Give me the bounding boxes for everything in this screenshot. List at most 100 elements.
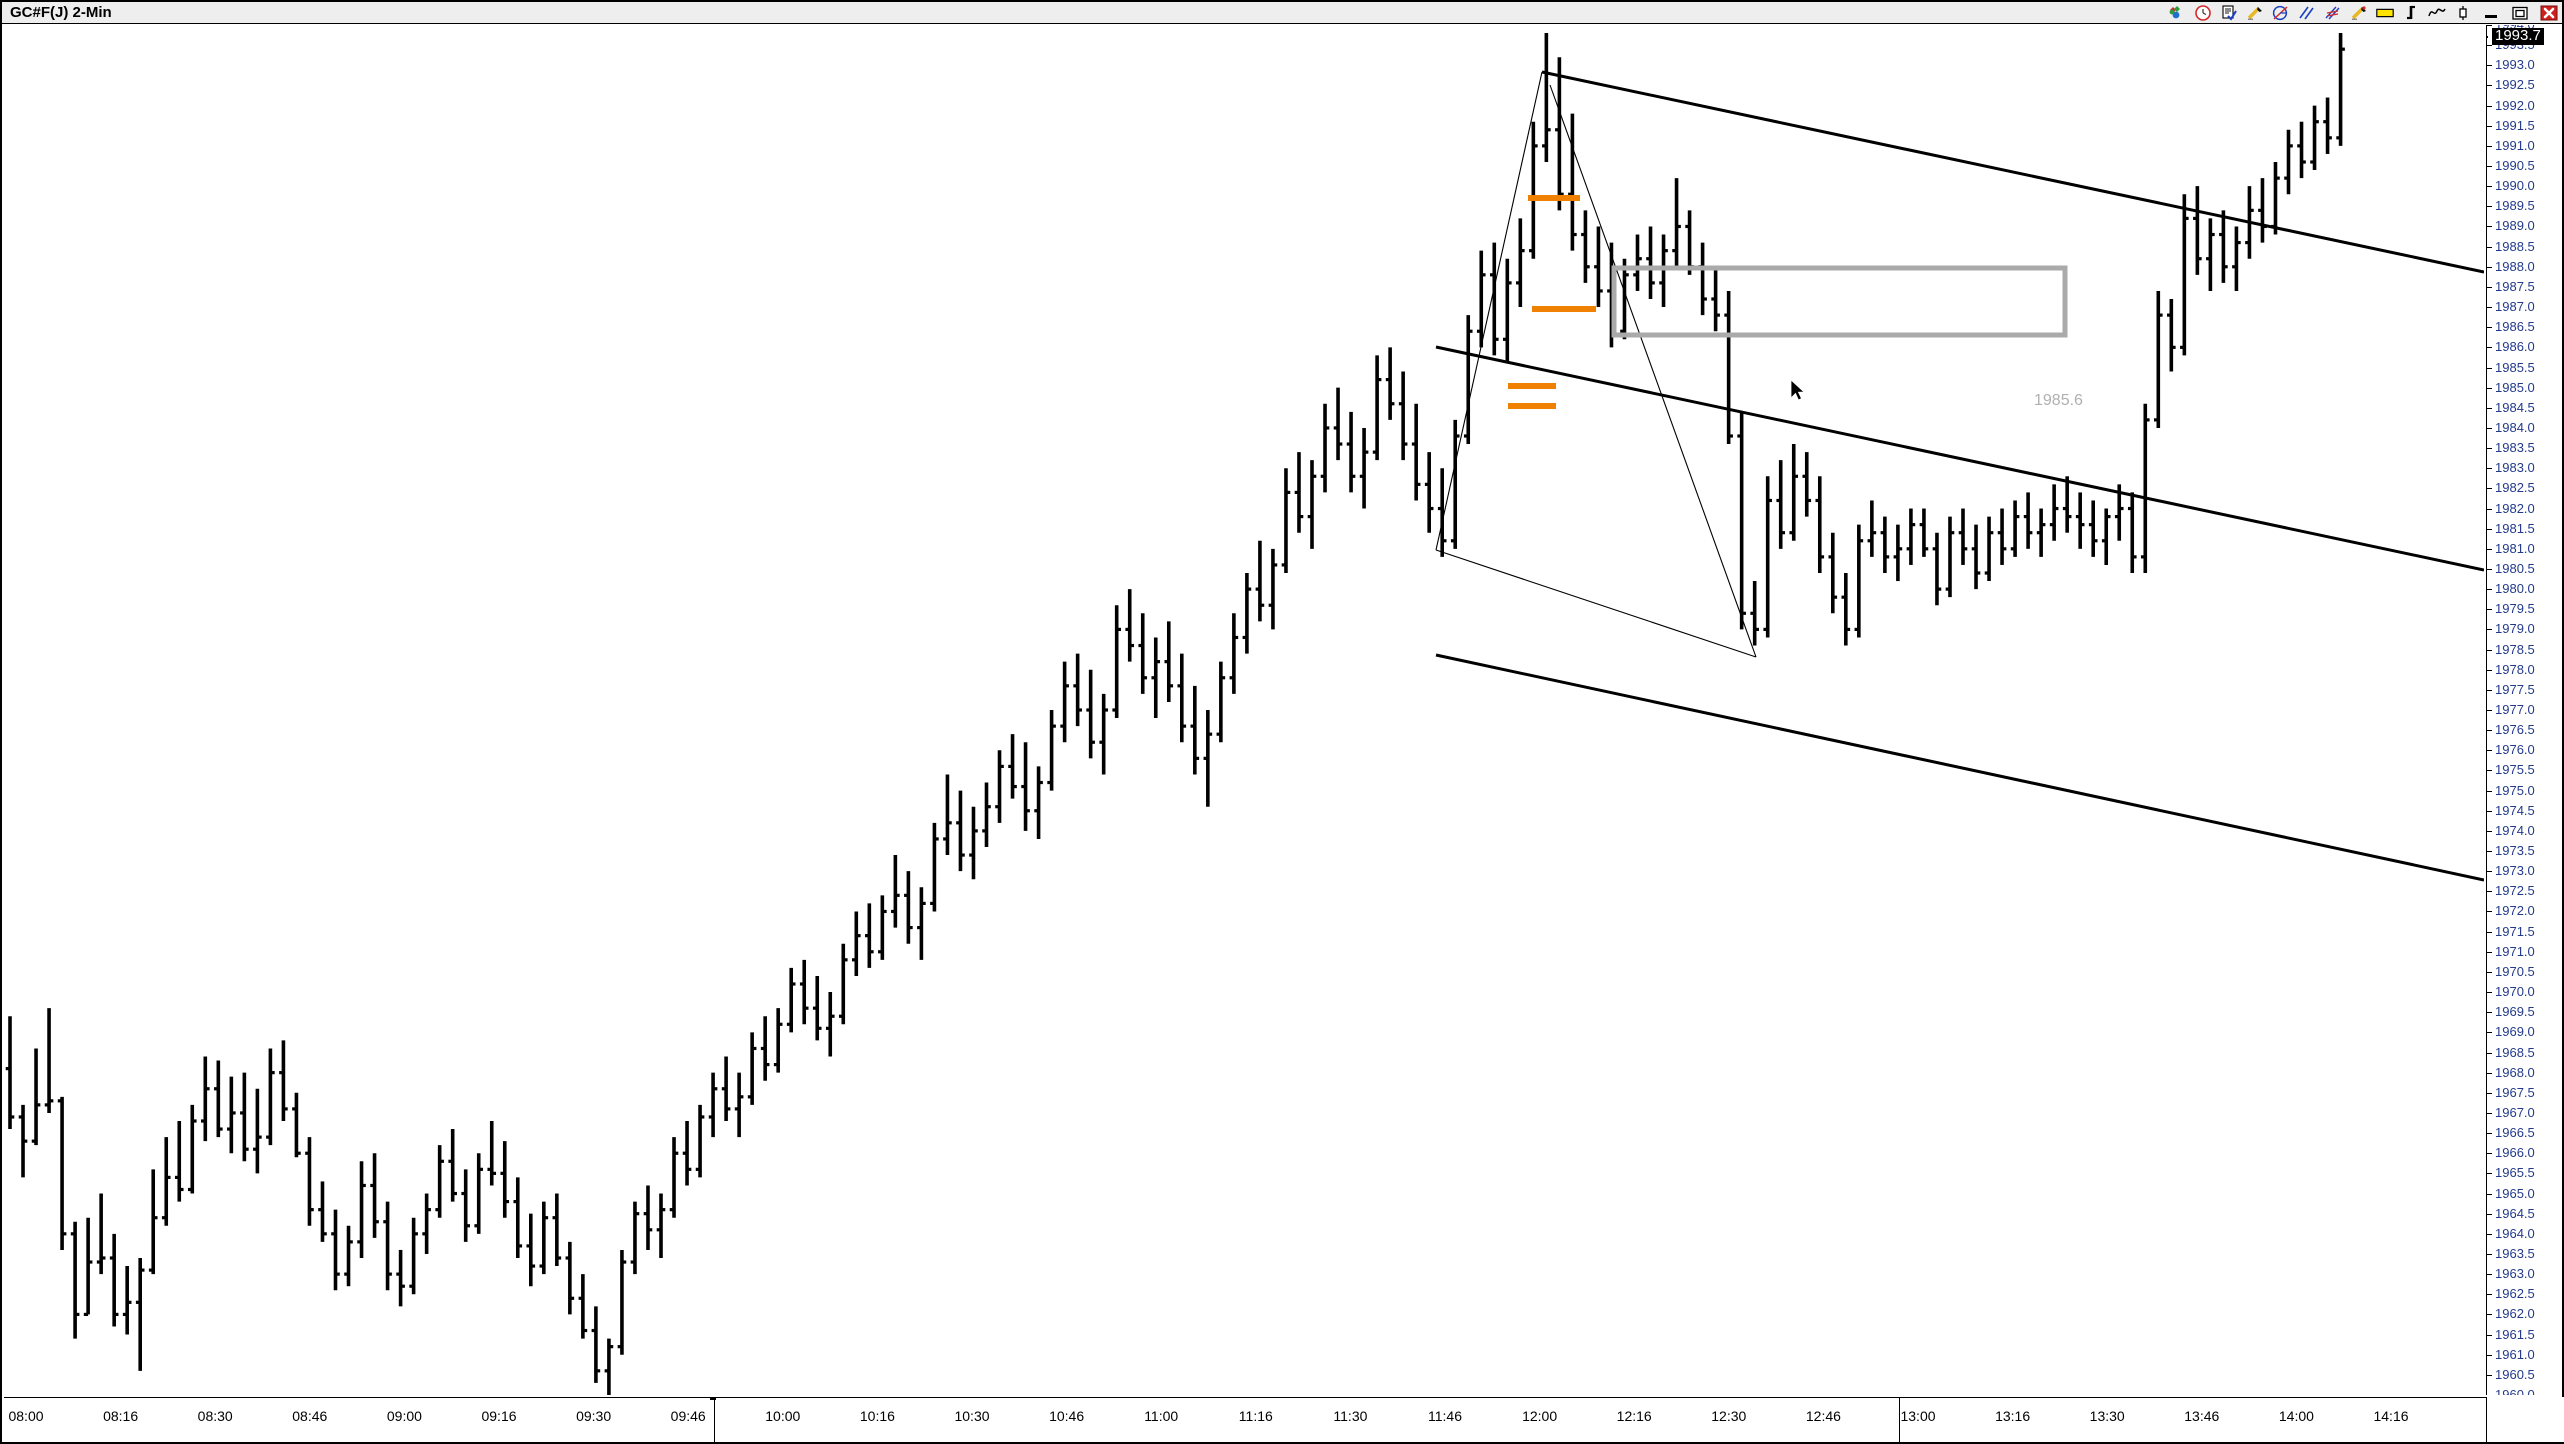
ohlc-bar (591, 1306, 601, 1383)
ohlc-bar (1229, 613, 1239, 694)
price-tick (2487, 246, 2492, 248)
price-tick-label: 1975.5 (2495, 762, 2535, 778)
price-tick (2487, 911, 2492, 913)
ohlc-bar (1646, 226, 1655, 299)
ohlc-bar (240, 1072, 249, 1162)
ohlc-bar (1919, 508, 1929, 557)
price-tick (2487, 427, 2492, 429)
orange-levels-group[interactable] (1508, 195, 1596, 409)
note-check-icon[interactable] (2219, 4, 2239, 22)
ohlc-bar (2154, 290, 2163, 428)
ohlc-bar (734, 1072, 744, 1138)
ohlc-bar (1958, 508, 1968, 565)
chart-plot-area[interactable]: 1985.6 (4, 25, 2484, 1395)
ohlc-bar (1294, 452, 1304, 533)
time-tick-label: 13:16 (1995, 1408, 2031, 1424)
ohlc-bar (474, 1153, 484, 1234)
gray-rectangle-group[interactable] (1611, 265, 2068, 338)
rectangle-icon[interactable] (2375, 4, 2395, 22)
price-tick (2487, 689, 2492, 691)
last-price-arrow-icon (2487, 30, 2489, 49)
time-tick-label: 09:30 (576, 1408, 612, 1424)
parallel-lines-icon[interactable] (2297, 4, 2317, 22)
channel-upper[interactable] (1541, 70, 2484, 274)
ohlc-bar (331, 1209, 340, 1291)
ohlc-bar (838, 943, 848, 1025)
ohlc-bar (1333, 387, 1343, 461)
price-tick (2487, 327, 2492, 329)
wave-icon[interactable] (2427, 4, 2447, 22)
clock-icon[interactable] (2193, 4, 2213, 22)
channel-middle[interactable] (1435, 345, 2484, 572)
ohlc-bar (825, 992, 835, 1057)
wedge-left[interactable] (1435, 71, 1543, 551)
price-tick (2487, 710, 2492, 711)
ohlc-bar (1216, 661, 1226, 743)
ohlc-bar (187, 1104, 197, 1194)
channel-lines-group[interactable] (1435, 70, 2484, 882)
ohlc-bar (1698, 242, 1707, 316)
close-button[interactable] (2538, 5, 2560, 22)
ohlc-bar (617, 1249, 627, 1355)
price-tick-label: 1974.0 (2495, 822, 2535, 838)
gray-rectangle[interactable] (1611, 265, 2068, 338)
time-axis[interactable]: 08:00 08:16 08:30 08:46 09:00 09:16 09:30 09:46… (4, 1397, 2564, 1442)
ohlc-bar (2062, 476, 2072, 533)
ohlc-bar (552, 1193, 562, 1267)
restore-button[interactable] (2509, 5, 2531, 22)
angle-tool-icon[interactable] (2271, 4, 2291, 22)
time-tick-label: 09:00 (386, 1408, 422, 1424)
price-tick (2487, 790, 2492, 792)
time-tick-label: 09:46 (670, 1408, 706, 1424)
price-tick-label: 1991.5 (2495, 117, 2535, 133)
price-axis[interactable]: 1994.01993.51993.01992.51992.01991.51991… (2486, 25, 2562, 1395)
candle-icon[interactable] (2453, 4, 2473, 22)
price-tick (2487, 448, 2492, 450)
time-tick-label: 10:46 (1049, 1408, 1085, 1424)
ohlc-bar (2023, 492, 2033, 549)
time-tick-label: 13:30 (2089, 1408, 2125, 1424)
ohlc-bar (1372, 355, 1382, 461)
ohlc-bar (669, 1137, 679, 1218)
wedge-lines-group[interactable] (1435, 71, 1757, 658)
ohlc-bar (604, 1338, 614, 1395)
ohlc-bar (995, 750, 1004, 823)
price-tick (2487, 649, 2492, 651)
ohlc-bar (904, 871, 913, 944)
ohlc-bar (930, 822, 939, 912)
price-tick-label: 1992.5 (2495, 77, 2535, 93)
ohlc-bar (1737, 411, 1746, 630)
ohlc-bar (1476, 250, 1486, 348)
price-tick (2487, 971, 2492, 973)
time-tick-label: 08:30 (197, 1408, 233, 1424)
color-palette-icon[interactable] (2167, 4, 2187, 22)
price-tick-label: 1980.5 (2495, 560, 2535, 576)
fan-lines-icon[interactable] (2323, 4, 2343, 22)
minimize-button[interactable] (2480, 5, 2502, 22)
price-tick-label: 1968.0 (2495, 1064, 2535, 1080)
ohlc-bar (1255, 540, 1265, 622)
ohlc-bar (1307, 460, 1317, 549)
time-tick-label: 12:30 (1711, 1408, 1747, 1424)
price-tick (2487, 105, 2492, 107)
price-tick (2487, 1173, 2492, 1175)
wedge-right[interactable] (1549, 84, 1757, 658)
price-tick (2487, 125, 2492, 127)
price-tick (2487, 1374, 2492, 1376)
pencil-alt-icon[interactable] (2349, 4, 2369, 22)
ohlc-bar (1997, 508, 2007, 565)
ohlc-bar (513, 1177, 523, 1258)
price-tick (2487, 266, 2492, 268)
time-tick-label: 14:00 (2278, 1408, 2314, 1424)
wedge-base[interactable] (1435, 549, 1757, 658)
price-tick (2487, 1092, 2492, 1094)
ohlc-bar (917, 887, 926, 960)
ohlc-bar (1437, 468, 1447, 557)
pencil-icon[interactable] (2245, 4, 2265, 22)
ohlc-bar (1021, 742, 1030, 831)
bar-marker-icon[interactable] (2401, 4, 2421, 22)
channel-lower[interactable] (1435, 653, 2484, 882)
ohlc-bar (565, 1241, 575, 1315)
ohlc-bar (122, 1266, 132, 1335)
time-tick-label: 11:30 (1333, 1408, 1368, 1424)
